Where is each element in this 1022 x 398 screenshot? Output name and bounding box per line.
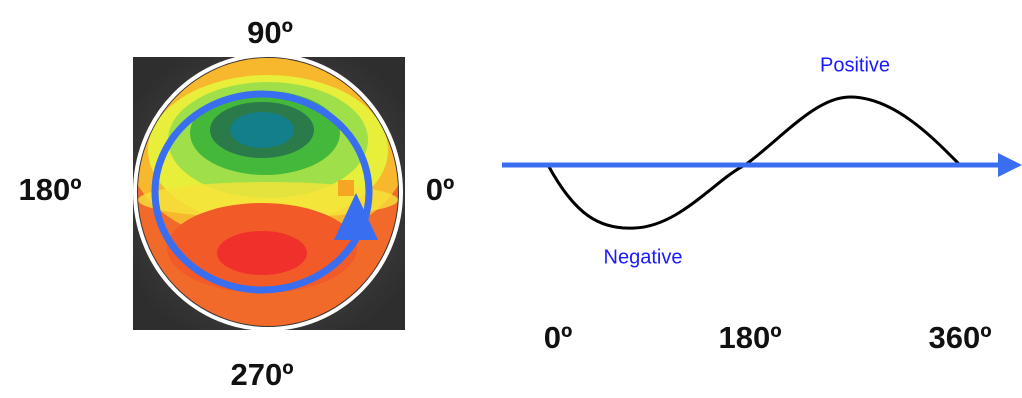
contour-map bbox=[128, 50, 410, 340]
label-90: 90º bbox=[247, 15, 293, 50]
wave-label: 0º bbox=[544, 320, 573, 355]
label-180: 180º bbox=[18, 172, 81, 207]
label-270: 270º bbox=[230, 357, 293, 392]
negative-label: Negative bbox=[604, 246, 683, 268]
diagram: 90º 180º 0º 270º Positive Negative 0º 18… bbox=[0, 0, 1022, 398]
axis-arrow bbox=[998, 153, 1022, 177]
wave-label: 180º bbox=[718, 320, 781, 355]
positive-label: Positive bbox=[820, 54, 890, 76]
label-0: 0º bbox=[426, 172, 455, 207]
wave-label: 360º bbox=[928, 320, 991, 355]
